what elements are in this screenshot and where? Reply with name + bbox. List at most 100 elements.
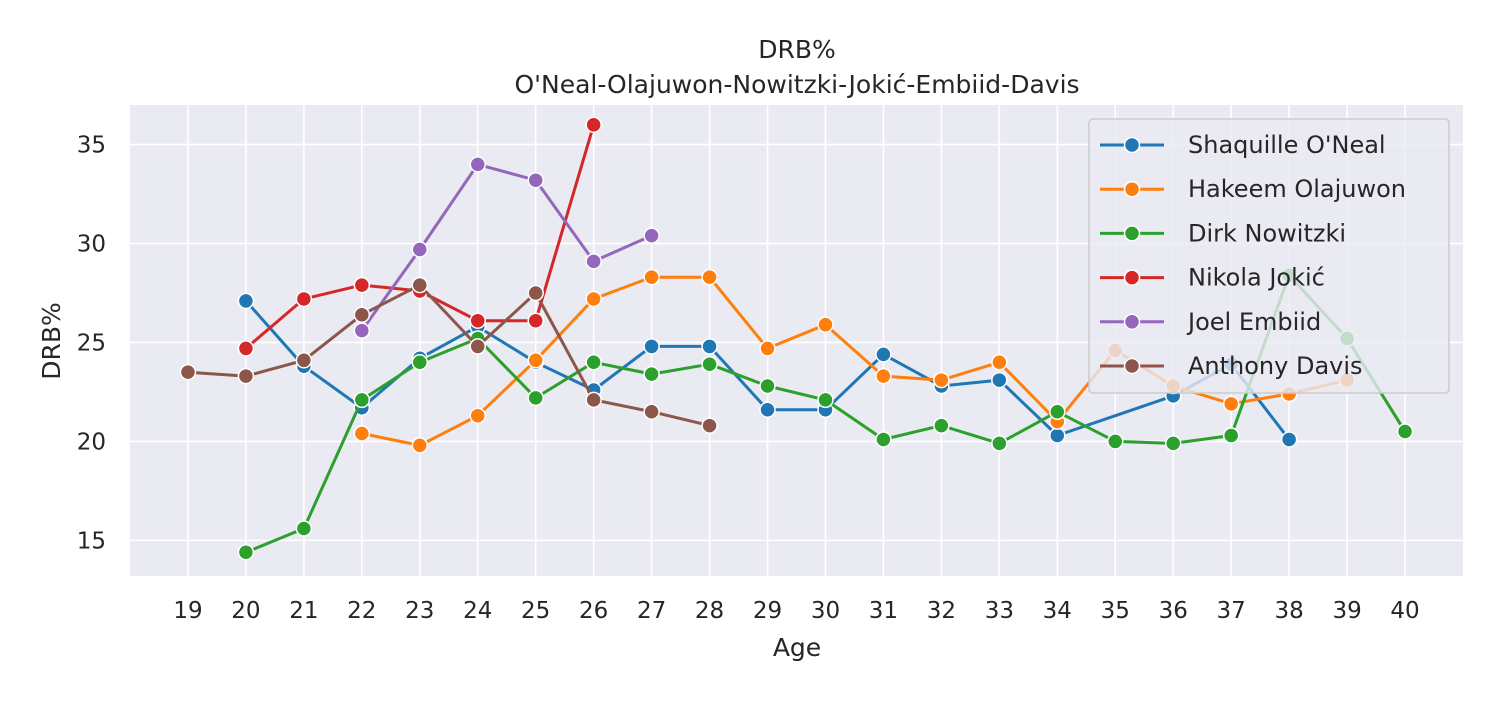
x-tick-label: 36 — [1159, 598, 1188, 624]
data-point — [701, 355, 718, 373]
x-tick-label: 34 — [1043, 598, 1072, 624]
data-point — [875, 367, 892, 385]
legend-label: Shaquille O'Neal — [1188, 131, 1386, 159]
data-point — [527, 312, 544, 329]
y-tick-label: 30 — [77, 232, 106, 258]
data-point — [991, 371, 1008, 389]
data-point — [643, 403, 660, 420]
data-point — [701, 417, 718, 434]
data-point — [875, 431, 892, 448]
data-point — [991, 435, 1008, 452]
data-point — [469, 338, 486, 355]
data-point — [1164, 435, 1182, 452]
data-point — [585, 391, 602, 409]
x-tick-label: 22 — [347, 598, 376, 624]
data-point — [991, 354, 1008, 371]
y-tick-label: 20 — [77, 429, 106, 455]
data-point — [295, 290, 313, 308]
data-point — [411, 437, 429, 454]
data-point — [701, 338, 718, 355]
x-tick-label: 39 — [1332, 598, 1361, 624]
data-point — [817, 316, 834, 333]
data-point — [527, 284, 544, 302]
data-point — [643, 227, 660, 244]
data-point — [527, 171, 544, 189]
data-point — [1107, 433, 1124, 450]
data-point — [759, 377, 776, 395]
data-point — [411, 354, 429, 371]
x-tick-label: 29 — [753, 598, 782, 624]
data-point — [237, 367, 255, 385]
legend-marker — [1123, 136, 1141, 154]
legend: Shaquille O'Neal Hakeem Olajuwon Dirk Nowi… — [1088, 118, 1450, 394]
legend-marker — [1123, 313, 1141, 331]
legend-label: Dirk Nowitzki — [1188, 219, 1346, 247]
data-point — [1049, 427, 1066, 444]
data-point — [875, 346, 892, 363]
series-line — [244, 299, 1291, 441]
legend-marker — [1123, 269, 1141, 286]
data-point — [353, 306, 371, 324]
x-tick-label: 28 — [695, 598, 724, 624]
x-tick-label: 25 — [521, 598, 550, 624]
data-point — [411, 276, 429, 294]
data-point — [353, 425, 371, 442]
data-point — [643, 338, 660, 355]
data-point — [1396, 423, 1414, 440]
x-tick-label: 40 — [1390, 598, 1419, 624]
data-point — [295, 352, 313, 369]
data-point — [643, 268, 660, 286]
legend-label: Hakeem Olajuwon — [1188, 175, 1406, 203]
x-tick-label: 24 — [463, 598, 492, 624]
y-tick-labels: 15 20 25 30 35 — [77, 133, 106, 555]
data-point — [701, 268, 718, 286]
data-point — [585, 116, 602, 134]
data-point — [411, 241, 429, 258]
x-tick-label: 20 — [231, 598, 260, 624]
x-tick-label: 32 — [927, 598, 956, 624]
legend-label: Joel Embiid — [1186, 308, 1321, 336]
data-point — [1049, 403, 1066, 420]
data-point — [1222, 395, 1240, 413]
y-tick-label: 35 — [77, 133, 106, 159]
legend-label: Nikola Jokić — [1188, 264, 1325, 292]
x-tick-label: 19 — [173, 598, 202, 624]
data-point — [295, 520, 313, 537]
x-tick-label: 38 — [1274, 598, 1303, 624]
data-point — [353, 276, 371, 294]
data-point — [817, 391, 834, 409]
x-tick-label: 27 — [637, 598, 666, 624]
data-point — [237, 340, 255, 357]
x-axis-label: Age — [773, 633, 821, 662]
x-tick-label: 33 — [985, 598, 1014, 624]
series-line — [360, 162, 654, 333]
data-point — [933, 371, 950, 389]
series-anthony-davis — [179, 276, 718, 434]
x-tick-label: 35 — [1101, 598, 1130, 624]
x-tick-label: 37 — [1217, 598, 1246, 624]
data-point — [527, 389, 544, 407]
series-joel-embiid — [353, 156, 660, 339]
chart-title: DRB% — [758, 35, 836, 64]
legend-box — [1088, 118, 1450, 394]
data-point — [353, 391, 371, 409]
data-point — [643, 365, 660, 383]
data-point — [237, 292, 255, 310]
data-point — [585, 354, 602, 371]
data-point — [469, 156, 486, 173]
data-point — [759, 401, 776, 419]
series-line — [186, 283, 712, 428]
data-point — [469, 407, 486, 424]
y-tick-label: 15 — [77, 528, 106, 554]
data-point — [237, 544, 255, 561]
data-point — [179, 363, 197, 381]
y-tick-label: 25 — [77, 330, 106, 356]
data-point — [353, 322, 371, 339]
x-tick-label: 31 — [869, 598, 898, 624]
x-tick-label: 23 — [405, 598, 434, 624]
x-tick-label: 21 — [289, 598, 318, 624]
x-tick-labels: 19 20 21 22 23 24 25 26 27 28 29 30 31 32 33 34 35 36 37 38… — [173, 598, 1419, 624]
chart-subtitle: O'Neal-Olajuwon-Nowitzki-Jokić-Embiid-Da… — [514, 70, 1079, 99]
legend-marker — [1123, 357, 1141, 375]
